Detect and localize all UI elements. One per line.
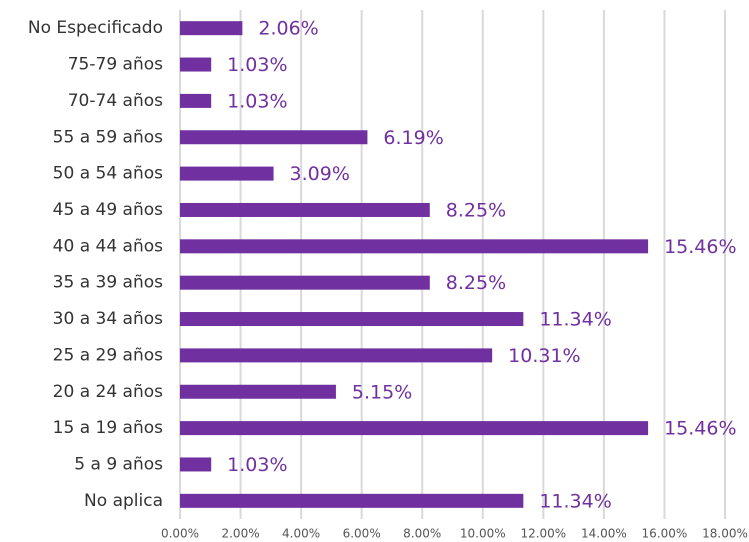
bar bbox=[180, 21, 243, 36]
x-tick-label: 2.00% bbox=[221, 527, 259, 541]
data-label: 2.06% bbox=[258, 18, 318, 40]
y-tick-label: 40 a 44 años bbox=[53, 236, 163, 256]
x-tick-label: 0.00% bbox=[161, 527, 199, 541]
bar bbox=[180, 130, 368, 145]
y-tick-label: 75-79 años bbox=[68, 55, 163, 75]
data-label: 6.19% bbox=[383, 127, 443, 149]
data-label: 5.15% bbox=[352, 381, 412, 403]
y-tick-label: No aplica bbox=[84, 491, 163, 511]
bar bbox=[180, 57, 212, 72]
y-tick-label: 45 a 49 años bbox=[53, 200, 163, 220]
data-label: 1.03% bbox=[227, 454, 287, 476]
bar bbox=[180, 93, 212, 108]
data-label: 8.25% bbox=[446, 272, 506, 294]
y-tick-label: 70-74 años bbox=[68, 91, 163, 111]
bar bbox=[180, 202, 430, 217]
bar bbox=[180, 166, 274, 181]
x-tick-label: 8.00% bbox=[403, 527, 441, 541]
y-tick-label: 25 a 29 años bbox=[53, 345, 163, 365]
data-label: 8.25% bbox=[446, 199, 506, 221]
data-label: 1.03% bbox=[227, 90, 287, 112]
bar bbox=[180, 348, 493, 363]
data-label: 3.09% bbox=[290, 163, 350, 185]
y-tick-label: 15 a 19 años bbox=[53, 418, 163, 438]
bar bbox=[180, 421, 649, 436]
x-tick-label: 6.00% bbox=[343, 527, 381, 541]
x-tick-label: 10.00% bbox=[460, 527, 506, 541]
y-tick-label: 30 a 34 años bbox=[53, 309, 163, 329]
data-label: 10.31% bbox=[508, 345, 580, 367]
bar bbox=[180, 457, 212, 472]
data-label: 15.46% bbox=[664, 418, 736, 440]
y-tick-label: 50 a 54 años bbox=[53, 164, 163, 184]
bar bbox=[180, 275, 430, 290]
y-tick-label: No Especificado bbox=[28, 18, 163, 38]
data-label: 1.03% bbox=[227, 54, 287, 76]
y-tick-label: 55 a 59 años bbox=[53, 127, 163, 147]
y-tick-label: 20 a 24 años bbox=[53, 382, 163, 402]
y-tick-label: 35 a 39 años bbox=[53, 273, 163, 293]
x-tick-label: 16.00% bbox=[642, 527, 688, 541]
bar bbox=[180, 312, 524, 327]
y-tick-label: 5 a 9 años bbox=[74, 454, 163, 474]
x-tick-label: 12.00% bbox=[520, 527, 566, 541]
bar bbox=[180, 239, 649, 254]
bar bbox=[180, 493, 524, 508]
bar bbox=[180, 384, 336, 399]
x-tick-label: 14.00% bbox=[581, 527, 627, 541]
x-tick-label: 18.00% bbox=[702, 527, 748, 541]
data-label: 15.46% bbox=[664, 236, 736, 258]
x-tick-label: 4.00% bbox=[282, 527, 320, 541]
data-label: 11.34% bbox=[539, 309, 611, 331]
data-label: 11.34% bbox=[539, 490, 611, 512]
